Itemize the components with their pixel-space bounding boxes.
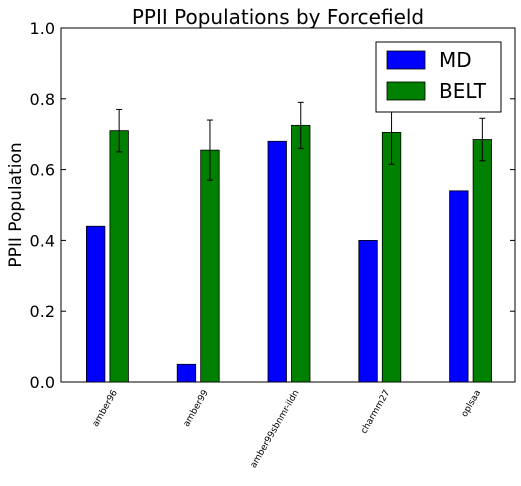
legend-label-belt: BELT bbox=[439, 79, 487, 103]
bar-md-amber99sbnmr-ildn bbox=[268, 141, 287, 382]
bar-md-amber99 bbox=[177, 364, 196, 382]
x-tick-label: oplsaa bbox=[460, 389, 483, 420]
bar-belt-amber99 bbox=[201, 150, 220, 382]
y-tick-label: 0.6 bbox=[30, 161, 55, 180]
legend-swatch-belt bbox=[387, 82, 425, 100]
y-tick-label: 0.2 bbox=[30, 302, 55, 321]
bar-md-charmm27 bbox=[359, 240, 378, 382]
x-tick-label: charmm27 bbox=[359, 389, 392, 436]
bar-belt-amber99sbnmr-ildn bbox=[292, 125, 311, 382]
legend-label-md: MD bbox=[439, 48, 472, 72]
y-tick-label: 0.0 bbox=[30, 373, 55, 392]
bar-belt-oplsaa bbox=[473, 140, 492, 382]
chart-title: PPII Populations by Forcefield bbox=[132, 5, 424, 29]
legend-swatch-md bbox=[387, 51, 425, 69]
x-tick-label: amber99sbnmr-ildn bbox=[249, 389, 302, 471]
x-tick-label: amber96 bbox=[91, 388, 120, 428]
y-tick-label: 1.0 bbox=[30, 19, 55, 38]
bar-md-oplsaa bbox=[450, 191, 469, 382]
bar-belt-amber96 bbox=[110, 131, 128, 382]
x-tick-label: amber99 bbox=[182, 388, 211, 428]
y-tick-label: 0.4 bbox=[30, 231, 55, 250]
legend: MD BELT bbox=[376, 42, 501, 112]
y-axis-label: PPII Population bbox=[6, 142, 26, 267]
bar-md-amber96 bbox=[86, 226, 105, 382]
y-tick-label: 0.8 bbox=[30, 90, 55, 109]
bar-belt-charmm27 bbox=[382, 132, 401, 382]
